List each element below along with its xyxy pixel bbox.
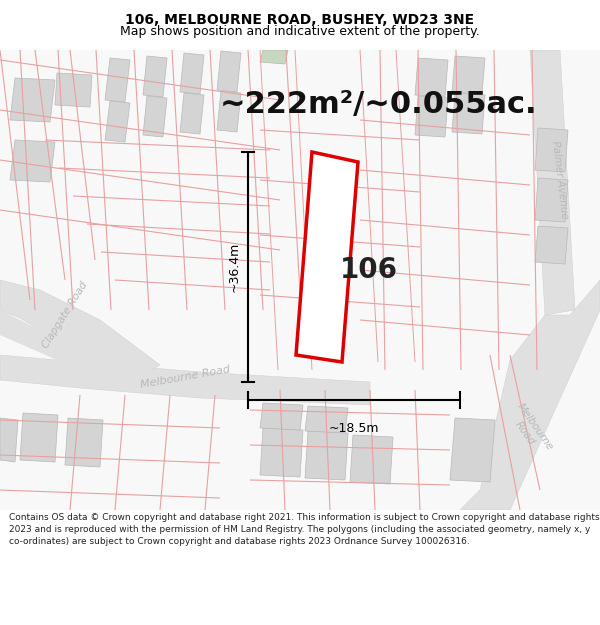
Polygon shape <box>143 96 167 137</box>
Text: ~222m²/~0.055ac.: ~222m²/~0.055ac. <box>220 91 538 119</box>
Text: ~18.5m: ~18.5m <box>329 422 379 435</box>
Polygon shape <box>10 140 55 182</box>
Polygon shape <box>535 128 568 172</box>
Text: 106: 106 <box>340 256 398 284</box>
Polygon shape <box>0 310 160 385</box>
Polygon shape <box>180 53 204 94</box>
Polygon shape <box>105 101 130 142</box>
Polygon shape <box>55 73 92 107</box>
Polygon shape <box>535 178 568 222</box>
Polygon shape <box>20 413 58 462</box>
Polygon shape <box>305 406 348 433</box>
Polygon shape <box>296 152 358 362</box>
Polygon shape <box>217 51 241 92</box>
Polygon shape <box>143 56 167 97</box>
Polygon shape <box>415 96 448 137</box>
Polygon shape <box>0 355 370 405</box>
Text: Palmer Avenue: Palmer Avenue <box>550 140 570 220</box>
Polygon shape <box>260 50 288 64</box>
Text: 106, MELBOURNE ROAD, BUSHEY, WD23 3NE: 106, MELBOURNE ROAD, BUSHEY, WD23 3NE <box>125 12 475 26</box>
Polygon shape <box>530 50 575 315</box>
Polygon shape <box>350 435 393 484</box>
Polygon shape <box>0 418 18 462</box>
Polygon shape <box>535 226 568 264</box>
Polygon shape <box>260 428 303 477</box>
Polygon shape <box>0 280 160 385</box>
Text: Melbourne
Road: Melbourne Road <box>505 401 554 459</box>
Text: ~36.4m: ~36.4m <box>227 242 241 292</box>
Polygon shape <box>260 403 303 430</box>
Text: Clapgate Road: Clapgate Road <box>40 280 89 350</box>
Polygon shape <box>452 56 485 94</box>
Polygon shape <box>452 93 485 134</box>
Text: Contains OS data © Crown copyright and database right 2021. This information is : Contains OS data © Crown copyright and d… <box>9 514 599 546</box>
Polygon shape <box>305 431 348 480</box>
Polygon shape <box>460 280 600 510</box>
Polygon shape <box>450 418 495 482</box>
Text: Melbourne Road: Melbourne Road <box>139 364 230 390</box>
Text: Map shows position and indicative extent of the property.: Map shows position and indicative extent… <box>120 24 480 38</box>
Polygon shape <box>10 78 55 122</box>
Polygon shape <box>0 50 600 510</box>
Polygon shape <box>217 91 241 132</box>
Polygon shape <box>180 93 204 134</box>
Polygon shape <box>105 58 130 102</box>
Polygon shape <box>65 418 103 467</box>
Polygon shape <box>415 58 448 97</box>
